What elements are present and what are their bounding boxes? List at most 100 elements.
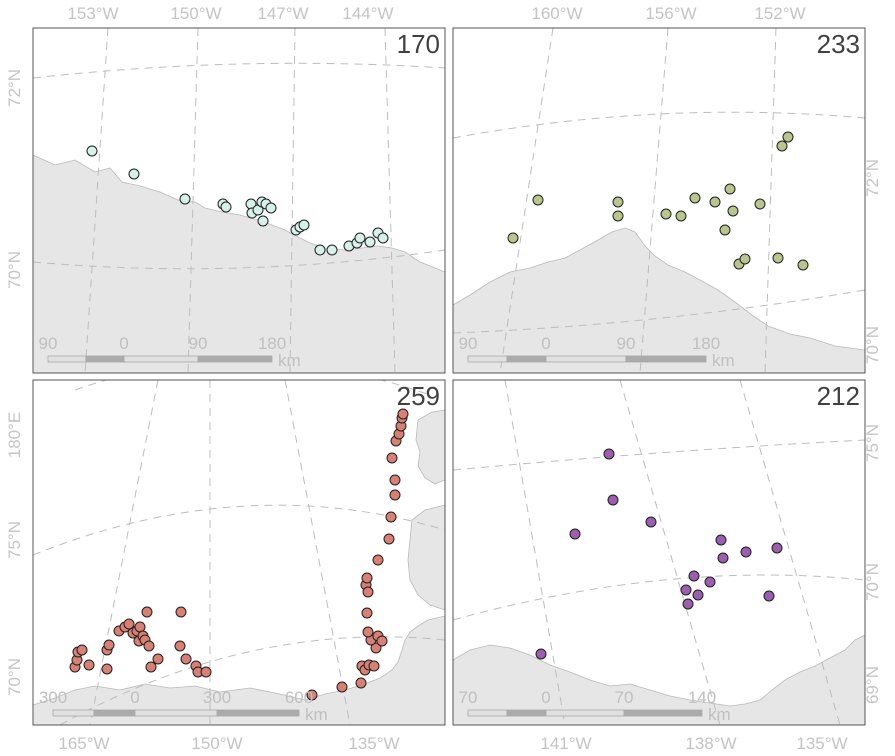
panel-259: 259 300 0 300 600 km 165°W 150°W 135°W 1… [5,379,446,753]
sighting-point-170-2 [128,168,140,180]
lat-label-69n: 69°N [863,666,882,704]
panel-212-map [453,380,865,725]
lon-label-152w: 152°W [754,4,805,23]
sighting-point-212-9 [688,570,700,582]
sighting-point-259-29 [336,681,348,693]
sighting-point-170-5 [220,201,232,213]
sighting-point-259-47 [389,489,401,501]
points-212 [535,448,783,660]
sighting-point-233-7 [689,192,701,204]
sighting-point-233-17 [782,131,794,143]
scale-170-label-4: 180 [258,334,286,353]
scale-233-unit: km [712,351,735,370]
panel-212-label: 212 [817,381,860,411]
sighting-point-233-16 [776,140,788,152]
lon-label-147w: 147°W [257,4,308,23]
sighting-point-259-45 [383,533,395,545]
graticule-259 [33,380,445,725]
lat-label-75n-right: 75°N [863,424,882,462]
sighting-point-233-6 [675,210,687,222]
sighting-point-259-41 [362,586,374,598]
scale-212-label-1: 70 [459,688,478,707]
sighting-point-259-38 [361,607,373,619]
scale-259-label-3: 300 [203,688,231,707]
sighting-point-170-1 [86,145,98,157]
sighting-point-212-3 [645,516,657,528]
sighting-point-212-4 [569,528,581,540]
lon-label-135w-left: 135°W [348,734,399,753]
land-yukon-coast [453,634,865,725]
scale-170-unit: km [278,351,301,370]
scale-259-label-2: 0 [130,688,139,707]
sighting-point-212-14 [763,590,775,602]
scale-bar-170 [47,355,273,363]
sighting-point-259-6 [101,663,113,675]
sighting-point-233-5 [660,208,672,220]
sighting-point-259-4 [76,644,88,656]
sighting-point-212-8 [771,542,783,554]
scale-259-label-4: 600 [285,688,313,707]
scale-bar-259 [52,709,300,717]
scale-233-label-2: 0 [541,334,550,353]
points-170 [86,145,389,256]
panel-170: 170 90 0 90 180 km 153°W 150°W 147°W 144… [5,4,446,374]
panel-212-frame [452,379,866,726]
lon-label-138w: 138°W [685,734,736,753]
scale-170-label-2: 0 [119,334,128,353]
sighting-point-170-12 [265,202,277,214]
scale-bar-233 [467,355,707,363]
sighting-point-259-37 [362,626,374,638]
sighting-point-259-34 [368,660,380,672]
scale-259-unit: km [305,705,328,724]
land-canadian-arctic [407,504,445,611]
sighting-point-259-54 [397,408,409,420]
panel-233-map [453,28,865,373]
lon-label-144w: 144°W [342,4,393,23]
lat-label-75n-left: 75°N [5,521,24,559]
sighting-point-259-27 [200,666,212,678]
graticule-170 [33,28,445,373]
lon-label-150w-bottom: 150°W [191,734,242,753]
sighting-point-170-11 [257,215,269,227]
scale-233-label-4: 180 [692,334,720,353]
sighting-point-170-16 [314,244,326,256]
scale-170-label-1: 90 [39,334,58,353]
sighting-point-259-20 [145,661,157,673]
scale-212-label-3: 70 [615,688,634,707]
scale-212-label-2: 0 [541,688,550,707]
sighting-point-233-8 [709,196,721,208]
sighting-point-259-30 [355,677,367,689]
graticule-233 [453,28,865,373]
sighting-point-233-9 [724,183,736,195]
lat-label-70n-left: 70°N [5,251,24,289]
land-banks-island [415,409,445,485]
sighting-point-170-3 [179,193,191,205]
sighting-point-212-1 [603,448,615,460]
lon-label-160w: 160°W [531,4,582,23]
sighting-point-259-28 [306,689,318,701]
lat-label-180e: 180°E [5,412,24,459]
sighting-point-170-21 [364,236,376,248]
scale-233-label-1: 90 [459,334,478,353]
sighting-point-259-40 [361,572,373,584]
sighting-point-212-13 [682,598,694,610]
sighting-point-170-20 [354,232,366,244]
sighting-point-259-48 [389,474,401,486]
sighting-point-259-24 [180,653,192,665]
panel-170-map [33,28,445,373]
lon-label-165w: 165°W [58,734,109,753]
lon-label-150w: 150°W [170,4,221,23]
points-259 [69,408,409,701]
scale-233-label-3: 90 [617,334,636,353]
panel-259-label: 259 [397,381,440,411]
sighting-point-212-7 [740,546,752,558]
sighting-point-259-11 [123,618,135,630]
sighting-point-170-17 [326,244,338,256]
sighting-point-233-14 [754,198,766,210]
panel-233-frame [452,27,866,374]
scale-212-label-4: 140 [688,688,716,707]
lat-label-70n-bottom-left: 70°N [5,658,24,696]
sighting-point-259-22 [175,606,187,618]
sighting-point-259-49 [386,452,398,464]
